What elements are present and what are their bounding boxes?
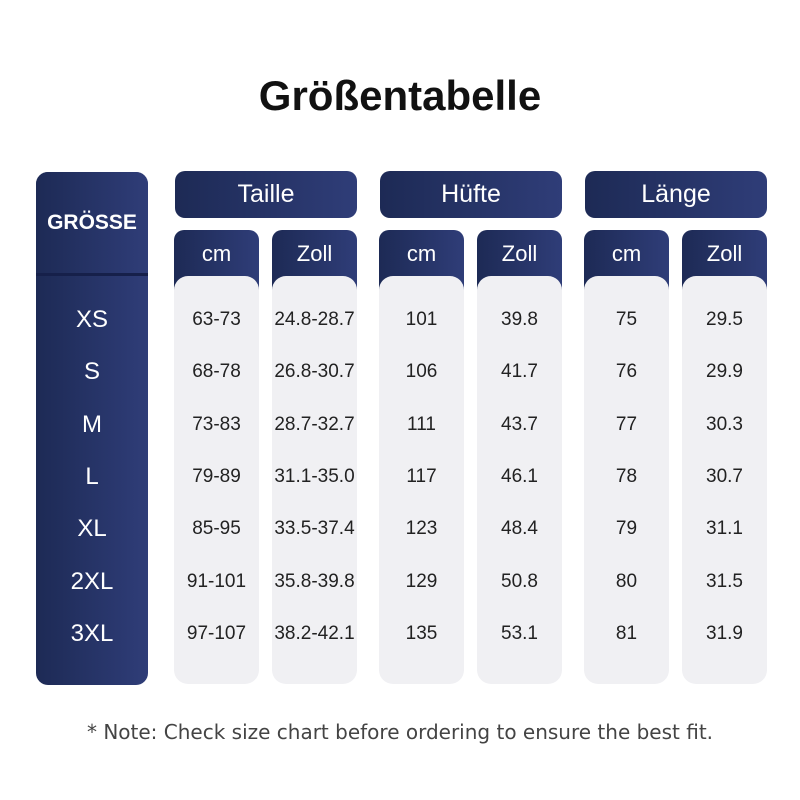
cell: 38.2-42.1 (274, 622, 355, 644)
cell: 117 (406, 465, 437, 487)
cell: 135 (405, 622, 438, 644)
unit-label: cm (611, 241, 642, 266)
cell: 85-95 (192, 518, 241, 540)
data-column (379, 276, 464, 684)
unit-label: cm (406, 241, 437, 266)
size-label: M (82, 410, 102, 438)
data-column (174, 276, 259, 684)
cell: 48.4 (501, 518, 538, 540)
data-column (477, 276, 562, 684)
size-header: GRÖSSE (36, 172, 148, 276)
cell: 76 (615, 361, 638, 383)
unit-label: Zoll (501, 241, 538, 266)
cell: 26.8-30.7 (274, 361, 355, 383)
cell: 101 (405, 309, 438, 330)
cell: 46.1 (501, 465, 538, 487)
cell: 80 (615, 570, 638, 592)
size-label: XS (75, 306, 108, 333)
size-label: XL (77, 515, 107, 543)
cell: 35.8-39.8 (274, 570, 355, 592)
cell: 73-83 (192, 413, 241, 435)
cell: 31.9 (706, 622, 743, 644)
cell: 79 (615, 518, 638, 540)
cell: 33.5-37.4 (274, 518, 355, 540)
unit-label: Zoll (296, 241, 333, 266)
group-header: Hüfte (380, 171, 562, 218)
cell: 81 (615, 622, 638, 644)
cell: 111 (407, 413, 436, 435)
cell: 30.7 (706, 465, 743, 487)
unit-label: cm (201, 241, 232, 266)
cell: 41.7 (501, 361, 538, 383)
size-label: L (85, 462, 99, 490)
cell: 39.8 (501, 309, 538, 330)
title: Größentabelle (258, 72, 542, 119)
cell: 129 (405, 570, 438, 592)
cell: 77 (615, 413, 638, 435)
cell: 53.1 (501, 622, 538, 644)
cell: 97-107 (186, 622, 247, 644)
cell: 29.5 (706, 309, 743, 330)
cell: 75 (615, 309, 638, 330)
size-label: S (83, 358, 100, 386)
cell: 28.7-32.7 (274, 413, 355, 435)
cell: 68-78 (192, 361, 241, 383)
cell: 31.1 (706, 518, 743, 540)
size-label: 3XL (70, 619, 114, 647)
cell: 43.7 (501, 413, 538, 435)
cell: 79-89 (192, 465, 241, 487)
cell: 31.5 (706, 570, 743, 592)
data-column (584, 276, 669, 684)
cell: 123 (405, 518, 438, 540)
cell: 50.8 (501, 570, 538, 592)
group-header: Taille (175, 171, 357, 218)
cell: 91-101 (186, 570, 247, 592)
cell: 78 (615, 465, 638, 487)
cell: 30.3 (706, 413, 743, 435)
cell: 24.8-28.7 (274, 309, 355, 330)
cell: 106 (405, 361, 438, 383)
cell: 29.9 (706, 361, 743, 383)
cell: 63-73 (192, 309, 241, 330)
cell: 31.1-35.0 (274, 465, 355, 487)
size-label: 2XL (70, 567, 114, 595)
note: * Note: Check size chart before ordering… (86, 720, 714, 744)
data-column (272, 276, 357, 684)
data-column (682, 276, 767, 684)
unit-label: Zoll (706, 241, 743, 266)
group-header: Länge (585, 171, 767, 218)
